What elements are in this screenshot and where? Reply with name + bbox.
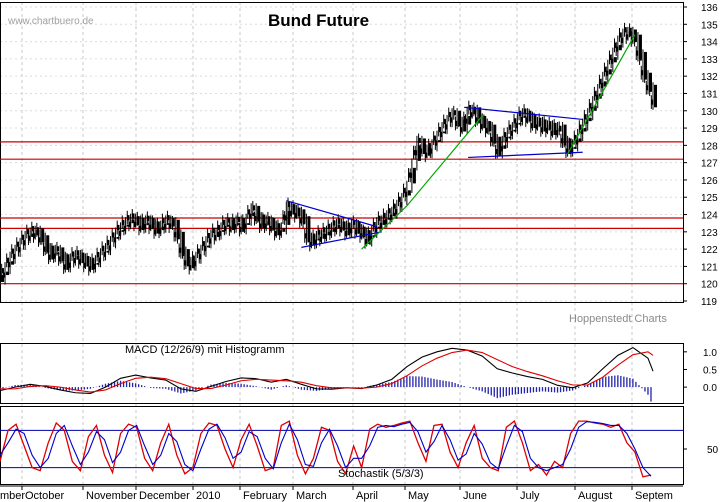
x-axis-month-label: February (243, 490, 288, 502)
macd-tick-label: 1.0 (703, 348, 717, 359)
x-axis-month-label: 2010 (196, 490, 220, 502)
price-panel-frame (0, 2, 684, 303)
chart-title: Bund Future (268, 11, 369, 30)
x-axis-month-label: October (25, 490, 64, 502)
trendlines-layer (286, 34, 636, 250)
price-tick-label: 124 (701, 211, 718, 222)
price-tick-label: 132 (701, 72, 718, 83)
x-axis-month-label: June (463, 490, 487, 502)
stochastic-panel (0, 420, 683, 478)
price-tick-label: 123 (701, 228, 718, 239)
price-tick-label: 133 (701, 55, 718, 66)
price-tick-label: 120 (701, 280, 718, 291)
price-tick-label: 131 (701, 89, 718, 100)
macd-panel (0, 346, 654, 402)
price-tick-label: 129 (701, 124, 718, 135)
x-axis-month-label: November (86, 490, 137, 502)
macd-tick-label: 0.5 (703, 365, 717, 376)
price-tick-label: 128 (701, 141, 718, 152)
x-axis-month-label: August (578, 490, 612, 502)
stochastic-label: Stochastik (5/3/3) (338, 468, 424, 480)
trendline (464, 106, 583, 121)
stochastic-k-line (0, 420, 652, 478)
macd-signal-line (0, 349, 654, 393)
price-tick-label: 134 (701, 38, 718, 49)
macd-label: MACD (12/26/9) mit Histogramm (125, 344, 285, 356)
stochastic-tick-label: 50 (707, 445, 719, 456)
price-tick-label: 119 (701, 297, 717, 308)
axis-labels: 119 120 121 122 123 124 125 126 127 128 129 130 131 1… (0, 3, 719, 502)
stochastic-panel-frame (0, 406, 684, 485)
price-tick-label: 126 (701, 176, 718, 187)
price-tick-label: 125 (701, 193, 718, 204)
macd-panel-frame (0, 343, 684, 404)
credit-label: Hoppenstedt Charts (569, 313, 667, 325)
price-tick-label: 127 (701, 159, 718, 170)
trendline (301, 231, 382, 248)
watermark: www.chartbuero.de (7, 16, 94, 27)
x-axis-month-label: March (296, 490, 327, 502)
trendline (286, 200, 377, 228)
panel-frames (0, 2, 684, 485)
price-tick-label: 130 (701, 107, 718, 118)
x-axis-month-label: April (356, 490, 378, 502)
price-tick-label: 121 (701, 262, 718, 273)
price-tick-label: 122 (701, 245, 718, 256)
price-tick-label: 135 (701, 20, 718, 31)
x-axis-month-label: May (408, 490, 429, 502)
price-tick-label: 136 (701, 3, 718, 14)
x-axis-month-label: Septem (635, 490, 673, 502)
macd-line (0, 346, 654, 395)
trendline (567, 34, 636, 155)
trendline (361, 115, 483, 250)
x-label-first: mber (0, 490, 25, 502)
stochastic-d-line (0, 421, 652, 477)
trendline (468, 151, 583, 159)
x-axis-month-label: July (520, 490, 540, 502)
macd-tick-label: 0.0 (703, 383, 717, 394)
x-axis-month-label: December (139, 490, 190, 502)
